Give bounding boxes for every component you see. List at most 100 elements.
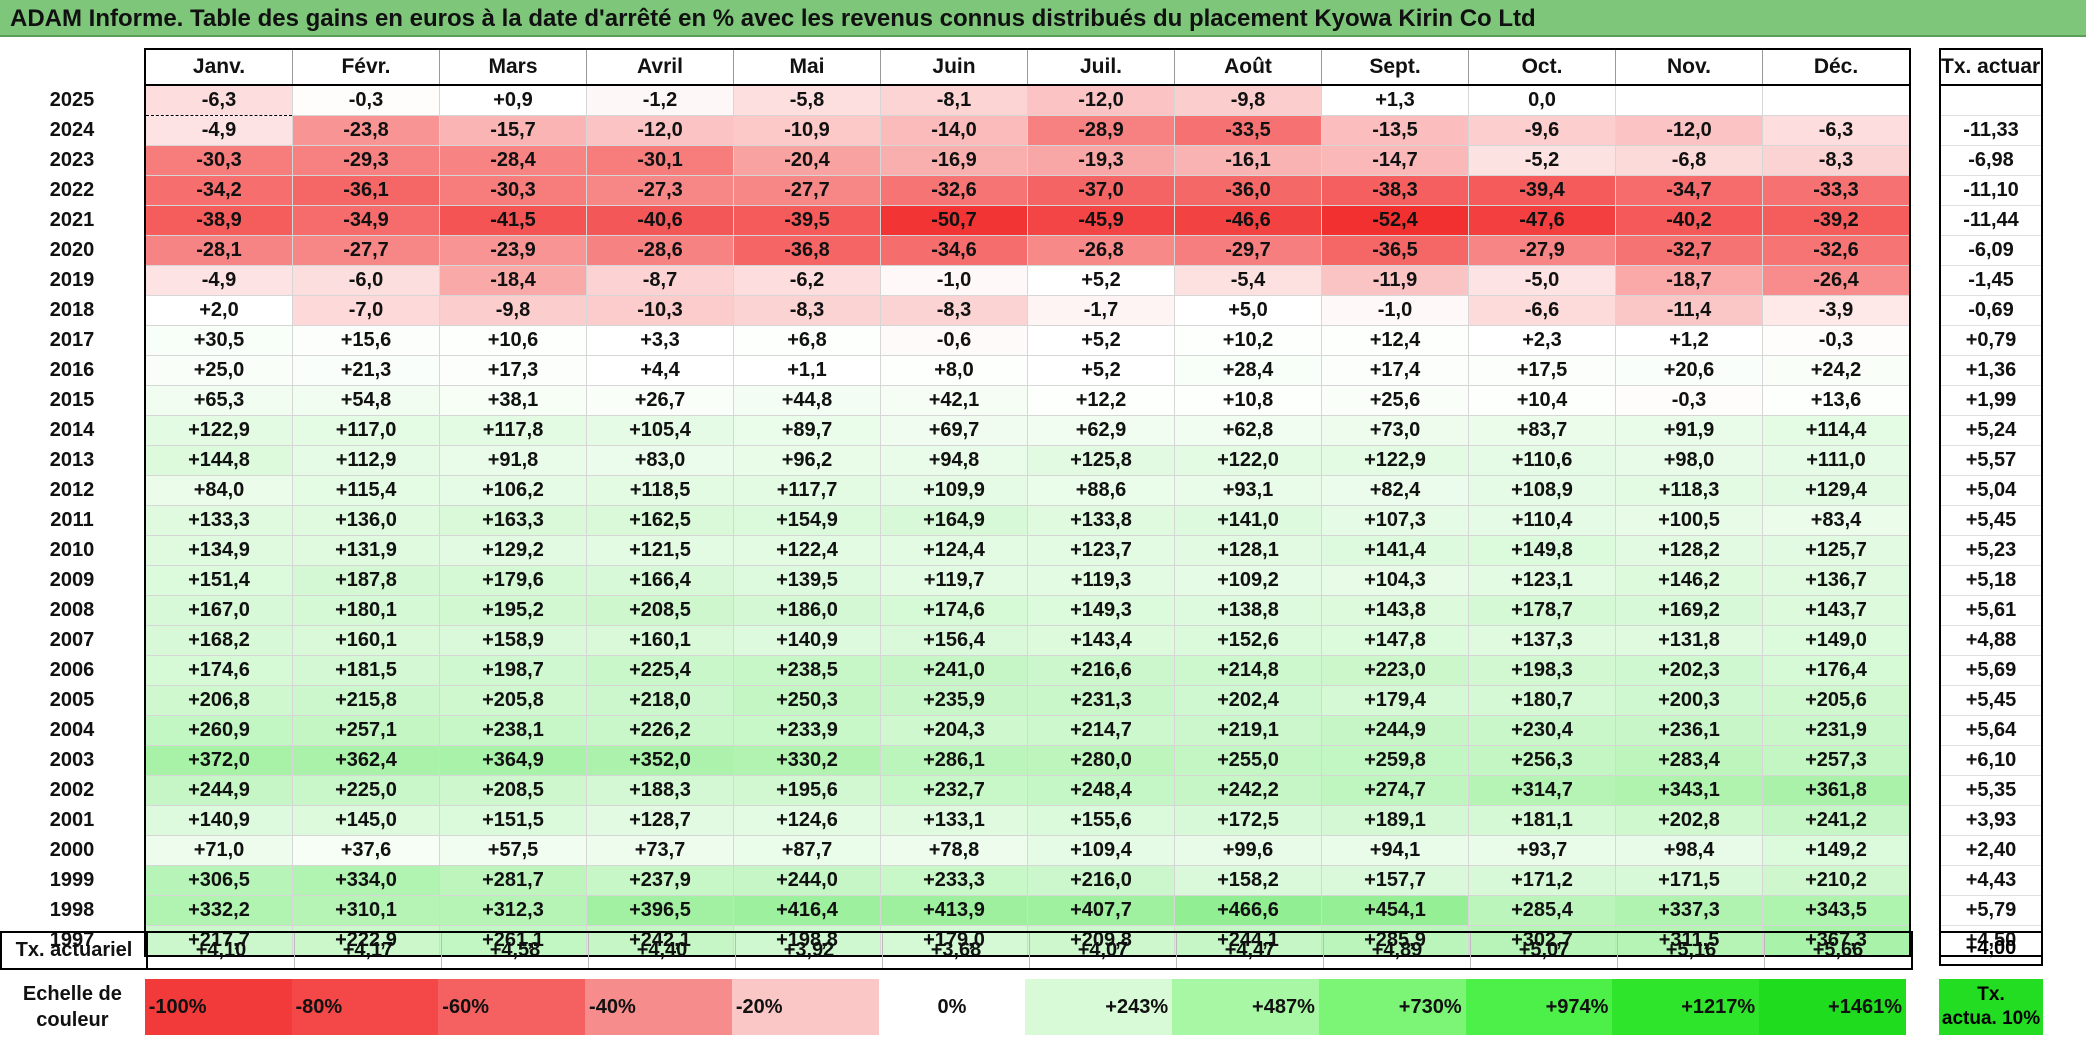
gain-cell: +256,3 — [1468, 745, 1616, 776]
gain-cell: +168,2 — [144, 625, 293, 656]
color-scale-swatch: -20% — [731, 979, 879, 1035]
gain-cell: +216,6 — [1027, 655, 1175, 686]
year-label: 2004 — [49, 719, 95, 741]
gain-cell: +128,1 — [1174, 535, 1322, 566]
annual-rate-row: +2,40 — [1939, 835, 2043, 866]
annual-rate-row: -1,45 — [1939, 265, 2043, 296]
annual-rate-row: +5,61 — [1939, 595, 2043, 626]
annual-rate-cell: -11,33 — [1939, 115, 2043, 146]
gain-cell: +5,2 — [1027, 265, 1175, 296]
year-label: 2010 — [49, 539, 95, 561]
gain-cell: -12,0 — [1027, 85, 1175, 116]
gain-cell: +69,7 — [880, 415, 1028, 446]
gain-cell: +202,8 — [1615, 805, 1763, 836]
gain-cell: +332,2 — [144, 895, 293, 926]
gain-cell: +160,1 — [586, 625, 734, 656]
month-header: Sept. — [1321, 48, 1469, 86]
gain-cell: +396,5 — [586, 895, 734, 926]
gain-cell: -8,7 — [586, 265, 734, 296]
gain-cell: -28,1 — [144, 235, 293, 266]
gain-cell: +82,4 — [1321, 475, 1469, 506]
annual-rate-cell: +5,45 — [1939, 505, 2043, 536]
gain-cell: +4,4 — [586, 355, 734, 386]
gain-cell: +26,7 — [586, 385, 734, 416]
gain-cell: +219,1 — [1174, 715, 1322, 746]
gain-cell: +172,5 — [1174, 805, 1322, 836]
gain-cell: -9,6 — [1468, 115, 1616, 146]
gain-cell: +109,9 — [880, 475, 1028, 506]
gain-cell: +241,2 — [1762, 805, 1911, 836]
gain-cell: +248,4 — [1027, 775, 1175, 806]
gain-cell: +62,9 — [1027, 415, 1175, 446]
gain-cell: +156,4 — [880, 625, 1028, 656]
gain-cell: -14,7 — [1321, 145, 1469, 176]
gain-cell: +171,5 — [1615, 865, 1763, 896]
gain-cell: +133,1 — [880, 805, 1028, 836]
gain-cell: +0,9 — [439, 85, 587, 116]
gain-cell: -23,9 — [439, 235, 587, 266]
annual-rate-cell: +5,24 — [1939, 415, 2043, 446]
annual-rate-cell: +4,88 — [1939, 625, 2043, 656]
gain-cell: +78,8 — [880, 835, 1028, 866]
month-header: Mars — [439, 48, 587, 86]
gain-cell: +242,2 — [1174, 775, 1322, 806]
gain-cell: +94,1 — [1321, 835, 1469, 866]
gain-cell: +233,3 — [880, 865, 1028, 896]
year-row: 2003 +372,0 +362,4 +364,9 +352,0 +330,2 +286,1… — [0, 745, 1911, 776]
gain-cell: -6,0 — [292, 265, 440, 296]
year-label: 2007 — [49, 629, 95, 651]
gain-cell: +24,2 — [1762, 355, 1911, 386]
gain-cell: +37,6 — [292, 835, 440, 866]
gain-cell: +260,9 — [144, 715, 293, 746]
year-row: 2012 +84,0 +115,4 +106,2 +118,5 +117,7 +109,9 +… — [0, 475, 1911, 506]
gain-cell: +10,8 — [1174, 385, 1322, 416]
gain-cell: -38,9 — [144, 205, 293, 236]
gain-cell: +83,4 — [1762, 505, 1911, 536]
year-row: 2016 +25,0 +21,3 +17,3 +4,4 +1,1 +8,0 +5,2 +28,4… — [0, 355, 1911, 386]
gain-cell: +223,0 — [1321, 655, 1469, 686]
gain-cell: -50,7 — [880, 205, 1028, 236]
monthly-rate-cell: +4,17 — [294, 931, 442, 970]
gain-cell: -0,3 — [292, 85, 440, 116]
gain-cell: +5,2 — [1027, 325, 1175, 356]
gain-cell: +180,1 — [292, 595, 440, 626]
year-label: 2020 — [49, 239, 95, 261]
annual-rate-cell: -6,09 — [1939, 235, 2043, 266]
gain-cell: +206,8 — [144, 685, 293, 716]
year-row: 2000 +71,0 +37,6 +57,5 +73,7 +87,7 +78,8 +109,4… — [0, 835, 1911, 866]
gain-cell: +225,4 — [586, 655, 734, 686]
gain-cell: -5,2 — [1468, 145, 1616, 176]
annual-rate-cell: -6,98 — [1939, 145, 2043, 176]
gain-cell: +93,7 — [1468, 835, 1616, 866]
gain-cell: +238,1 — [439, 715, 587, 746]
gain-cell: -8,3 — [1762, 145, 1911, 176]
gain-cell: +259,8 — [1321, 745, 1469, 776]
gain-cell: +133,8 — [1027, 505, 1175, 536]
annual-rate-cell: +1,99 — [1939, 385, 2043, 416]
gain-cell: +117,7 — [733, 475, 881, 506]
gain-cell: -4,9 — [144, 265, 293, 296]
annual-rate-row: +5,64 — [1939, 715, 2043, 746]
gain-cell: +125,7 — [1762, 535, 1911, 566]
gain-cell: +198,7 — [439, 655, 587, 686]
annual-rate-cell: -1,45 — [1939, 265, 2043, 296]
annual-rate-row: +1,36 — [1939, 355, 2043, 386]
month-header: Oct. — [1468, 48, 1616, 86]
gain-cell: +20,6 — [1615, 355, 1763, 386]
gain-cell: +314,7 — [1468, 775, 1616, 806]
gain-cell: -8,3 — [880, 295, 1028, 326]
monthly-rate-row: Tx. actuariel +4,10 +4,17 +4,58 +4,40 +3,92 +… — [0, 931, 1913, 970]
color-scale-label-line1: Echelle de — [22, 983, 122, 1005]
monthly-rate-cell: +5,66 — [1764, 931, 1913, 970]
annual-rate-row: +4,43 — [1939, 865, 2043, 896]
gain-cell: +83,7 — [1468, 415, 1616, 446]
gain-cell: +124,6 — [733, 805, 881, 836]
gain-cell: +17,5 — [1468, 355, 1616, 386]
gain-cell: -6,8 — [1615, 145, 1763, 176]
color-scale-swatch: +1217% — [1612, 979, 1760, 1035]
year-row: 2004 +260,9 +257,1 +238,1 +226,2 +233,9 +204,3… — [0, 715, 1911, 746]
gain-cell: +195,6 — [733, 775, 881, 806]
gain-cell: +112,9 — [292, 445, 440, 476]
year-label: 2012 — [49, 479, 95, 501]
annual-rate-cell: +5,18 — [1939, 565, 2043, 596]
